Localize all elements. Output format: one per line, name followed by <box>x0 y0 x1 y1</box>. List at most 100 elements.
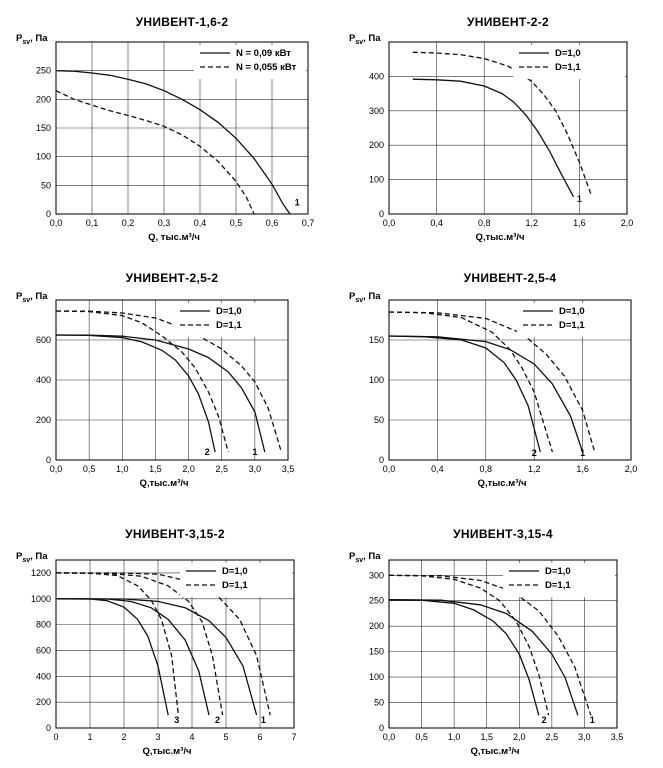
y-tick-label: 50 <box>41 180 51 190</box>
x-tick-label: 0,0 <box>383 464 396 474</box>
legend-entry: N = 0,09 кВт <box>236 48 291 59</box>
y-tick-label: 100 <box>369 672 384 682</box>
legend-entry: D=1,1 <box>545 580 571 591</box>
y-tick-label: 100 <box>36 152 51 162</box>
curve-number-label: 1 <box>580 448 585 458</box>
y-axis-label-unit: , Па <box>363 551 381 562</box>
y-axis-label-subscript: sv <box>355 39 363 46</box>
y-tick-label: 50 <box>374 698 384 708</box>
series-line-4 <box>389 574 592 716</box>
x-tick-label: 0,2 <box>122 218 135 228</box>
y-tick-label: 0 <box>46 209 51 219</box>
y-axis-label: Psv, Па <box>16 551 48 564</box>
y-tick-label: 150 <box>369 335 384 345</box>
y-axis-label: Psv, Па <box>16 291 48 304</box>
plot-frame <box>55 41 309 215</box>
y-axis-label-unit: , Па <box>363 33 381 44</box>
y-tick-label: 200 <box>369 621 384 631</box>
y-tick-label: 50 <box>374 415 384 425</box>
y-axis-label-unit: , Па <box>30 291 48 302</box>
curve-number-label: 2 <box>205 447 210 457</box>
y-axis-label-unit: , Па <box>363 291 381 302</box>
legend-background <box>503 563 615 597</box>
y-tick-label: 800 <box>36 620 51 630</box>
series-line-4 <box>56 572 180 716</box>
y-tick-label: 250 <box>36 66 51 76</box>
curve-number-label: 1 <box>252 447 257 457</box>
x-tick-label: 0 <box>53 732 58 742</box>
y-tick-label: 200 <box>36 415 51 425</box>
series-line-3 <box>56 310 229 453</box>
x-tick-label: 1,0 <box>116 464 129 474</box>
x-axis-label: Q,тыс.м³/ч <box>139 478 188 489</box>
y-tick-label: 300 <box>369 570 384 580</box>
series-line-3 <box>389 574 550 716</box>
legend-entry: D=1,1 <box>216 320 242 331</box>
legend-entry: D=1,1 <box>222 580 248 591</box>
y-axis-label: Psv, Па <box>349 33 381 46</box>
x-tick-label: 0,5 <box>230 218 243 228</box>
chart-6: УНИВЕНТ-3,15-4 0,0 0,5 1,0 1,5 2,0 2,5 3,0 3,5 0 5… <box>349 527 623 757</box>
x-tick-label: 0,3 <box>158 218 171 228</box>
x-tick-label: 2,0 <box>621 218 634 228</box>
x-tick-label: 0,8 <box>478 218 491 228</box>
y-tick-label: 0 <box>379 455 384 465</box>
legend-entry: D=1,0 <box>222 566 248 577</box>
chart-title: УНИВЕНТ-3,15-4 <box>453 527 553 541</box>
legend-entry: D=1,0 <box>545 566 571 577</box>
series-line-3 <box>389 311 554 453</box>
x-tick-label: 0,0 <box>383 218 396 228</box>
series-line-1 <box>56 598 169 716</box>
y-tick-label: 200 <box>369 140 384 150</box>
y-axis-label: Psv, Па <box>16 33 48 46</box>
series-line-2 <box>389 335 584 453</box>
legend-entry: D=1,1 <box>555 62 581 73</box>
x-tick-label: 0,4 <box>194 218 207 228</box>
curve-number-label: 1 <box>261 715 266 725</box>
y-axis-label: Psv, Па <box>349 291 381 304</box>
y-tick-label: 150 <box>369 647 384 657</box>
y-axis-label-symbol: P <box>16 33 23 44</box>
plot-frame <box>388 559 618 729</box>
y-axis-label-symbol: P <box>349 551 356 562</box>
x-axis-label: Q,тыс.м³/ч <box>475 232 524 243</box>
x-tick-label: 1,6 <box>576 464 589 474</box>
x-tick-label: 2,0 <box>182 464 195 474</box>
y-tick-label: 0 <box>379 723 384 733</box>
chart-title: УНИВЕНТ-3,15-2 <box>125 527 225 541</box>
series-line-2 <box>56 334 266 453</box>
y-tick-label: 100 <box>369 375 384 385</box>
y-tick-label: 1200 <box>31 568 51 578</box>
legend-entry: N = 0,055 кВт <box>236 62 297 73</box>
y-tick-label: 400 <box>36 671 51 681</box>
plot-frame <box>388 41 628 215</box>
x-axis-label: Q, тыс.м³/ч <box>148 232 200 243</box>
chart-1: УНИВЕНТ-1,6-2 0,0 0,1 0,2 0,3 0,4 0,5 0,6 0,7 0 50… <box>16 15 314 243</box>
y-axis-label-subscript: sv <box>22 39 30 46</box>
legend-entry: D=1,1 <box>559 320 585 331</box>
x-tick-label: 1,0 <box>448 732 461 742</box>
y-axis-label-symbol: P <box>349 33 356 44</box>
series-line-3 <box>56 598 258 716</box>
x-tick-label: 0,6 <box>266 218 279 228</box>
y-axis-label-subscript: sv <box>22 297 30 304</box>
x-tick-label: 7 <box>291 732 296 742</box>
x-tick-label: 0,5 <box>415 732 428 742</box>
y-axis-label-symbol: P <box>16 551 23 562</box>
x-tick-label: 0,0 <box>383 732 396 742</box>
y-axis-label: Psv, Па <box>349 551 381 564</box>
y-axis-label-subscript: sv <box>355 297 363 304</box>
x-axis-label: Q,тыс.м³/ч <box>477 478 526 489</box>
x-tick-label: 2,5 <box>215 464 228 474</box>
y-axis-label-unit: , Па <box>30 551 48 562</box>
x-tick-label: 2,5 <box>546 732 559 742</box>
x-tick-label: 1,5 <box>149 464 162 474</box>
series-line-1 <box>56 334 216 453</box>
y-tick-label: 100 <box>369 175 384 185</box>
curve-number-label: 3 <box>174 715 179 725</box>
series-line-4 <box>389 311 596 453</box>
x-tick-label: 0,5 <box>83 464 96 474</box>
plot-frame <box>55 299 289 461</box>
x-tick-label: 3,0 <box>249 464 262 474</box>
y-tick-label: 0 <box>46 455 51 465</box>
